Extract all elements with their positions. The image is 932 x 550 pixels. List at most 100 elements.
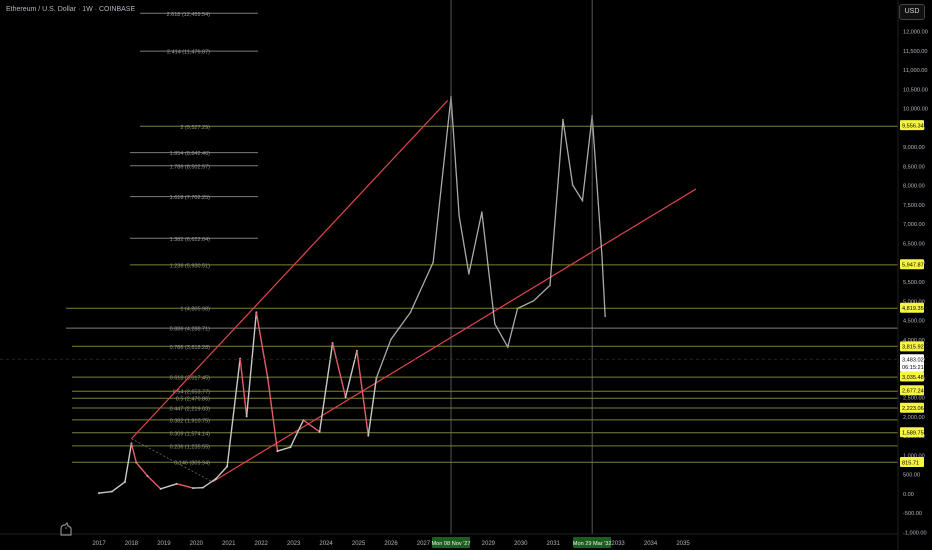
price-tag-bg — [900, 120, 924, 131]
price-tag-bg — [900, 341, 924, 352]
historical-segment — [255, 312, 269, 378]
channel-connector — [131, 438, 213, 483]
projection-point — [516, 307, 519, 310]
fib-level-label: 1 (4,805.98) — [180, 307, 210, 313]
date-label-bg — [432, 537, 471, 548]
price-tag-label: 2,223.06 — [902, 406, 924, 412]
time-axis-tick: 2030 — [514, 541, 528, 547]
price-axis-tick: 2,500.00 — [903, 396, 925, 402]
price-axis-tick: 4,000.00 — [903, 338, 925, 344]
fib-level-label: 0.382 (1,910.75) — [170, 418, 211, 424]
projection-point — [562, 118, 564, 121]
historical-segment — [98, 490, 113, 494]
price-axis-tick: -500.00 — [903, 511, 922, 517]
time-axis-tick: 2019 — [157, 541, 171, 547]
price-tag-label: 1,589.75 — [902, 430, 924, 436]
date-label: Mon 29 Mar '32 — [573, 541, 612, 547]
fib-level-label: 0.54 (2,653.77) — [173, 390, 210, 396]
fib-level-label: 0.236 (1,235.55) — [170, 444, 211, 450]
fib-level-label: 0.886 (4,288.71) — [170, 327, 211, 333]
price-axis-tick: 9,000.00 — [903, 145, 925, 151]
price-axis-tick: 10,000.00 — [903, 107, 928, 113]
historical-segment — [318, 343, 334, 432]
crosshair-lines — [0, 0, 898, 534]
price-axis[interactable]: 12,000.00 11,500.00 11,000.00 10,500.00 10,0… — [897, 0, 928, 550]
price-tag-label: 2,677.24 — [902, 389, 924, 395]
historical-segment — [356, 350, 369, 436]
projection-point — [467, 272, 470, 275]
historical-segment — [344, 350, 358, 398]
time-axis-tick: 2033 — [611, 541, 625, 547]
lower-trendline — [212, 188, 697, 483]
projection-point — [480, 211, 483, 214]
currency-button[interactable]: USD — [899, 4, 925, 20]
projection-line — [375, 96, 606, 379]
price-axis-tick: 12,000.00 — [903, 30, 928, 36]
price-axis-tick: 11,500.00 — [903, 49, 927, 55]
historical-segment — [277, 446, 291, 452]
time-axis-tick: 2025 — [352, 541, 366, 547]
fib-level-label: 0.618 (3,017.45) — [170, 376, 211, 382]
projection-point — [532, 299, 535, 302]
fib-level-label: 1.236 (5,930.51) — [170, 263, 211, 269]
projection-point — [458, 215, 461, 217]
projection-point — [409, 311, 412, 314]
fib-level-label: 1.382 (6,622.04) — [170, 237, 211, 243]
projection-point — [549, 284, 551, 287]
price-axis-tick: 10,500.00 — [903, 87, 928, 93]
projection-point — [581, 199, 584, 202]
historical-segment — [124, 443, 133, 483]
price-series — [98, 95, 607, 495]
price-tag-label: 5,947.87 — [902, 263, 924, 269]
fib-level-label: 0.309 (1,574.14) — [170, 431, 211, 437]
price-tag-label: 4,819.35 — [902, 306, 924, 312]
historical-segment — [111, 481, 126, 493]
fib-level-label: 1.618 (7,702.25) — [170, 195, 211, 201]
price-axis-tick: 5,500.00 — [903, 280, 925, 286]
price-tag-label: 06:15:21 — [902, 365, 924, 371]
projection-point — [390, 338, 392, 341]
upper-trendline — [131, 99, 449, 440]
historical-segment — [267, 377, 279, 452]
price-axis-tick: -1,000.00 — [903, 531, 927, 537]
projection-point — [493, 322, 496, 325]
time-axis-tick: 2021 — [222, 541, 236, 547]
price-axis-tick: 7,500.00 — [903, 203, 925, 209]
price-tag-label: 3,483.02 — [902, 358, 924, 364]
price-tag-bg — [900, 457, 924, 468]
price-axis-tick: 7,000.00 — [903, 222, 925, 228]
price-axis-tick: 0.00 — [903, 492, 914, 498]
time-axis-tick: 2026 — [384, 541, 398, 547]
projection-point — [506, 346, 509, 348]
time-axis-tick: 2024 — [319, 541, 333, 547]
price-tag-bg — [900, 259, 924, 270]
time-axis-tick: 2035 — [676, 541, 690, 547]
price-axis-tick: 11,000.00 — [903, 68, 927, 74]
price-tag-bg — [900, 427, 924, 438]
price-tag-label: 815.71 — [902, 460, 919, 466]
historical-segment — [331, 342, 347, 398]
price-tag-bg — [900, 402, 924, 413]
time-axis-tick: 2031 — [547, 541, 561, 547]
price-axis-tick: 1,000.00 — [903, 453, 925, 459]
historical-segment — [289, 419, 305, 448]
projection-point — [600, 253, 603, 256]
date-label-bg — [573, 537, 612, 548]
projection-point — [375, 376, 378, 379]
symbol-title: Ethereum / U.S. Dollar · 1W · COINBASE — [6, 6, 136, 13]
time-axis-tick: 2027 — [417, 541, 431, 547]
price-tag-bg — [900, 385, 924, 396]
projection-point — [432, 261, 435, 264]
price-tag-label: 3,815.92 — [902, 345, 924, 351]
fib-level-label: 0.786 (3,818.28) — [170, 345, 211, 351]
historical-segment — [302, 419, 321, 433]
historical-segment — [147, 475, 162, 490]
date-label: Mon 08 Nov '27 — [432, 541, 471, 547]
historical-segment — [367, 377, 378, 436]
time-axis[interactable]: 2017 2018 2019 2020 2021 2022 2023 2024 2025 2026… — [0, 533, 898, 548]
price-tag-label: 3,035.48 — [902, 375, 924, 381]
tradingview-logo-icon — [60, 521, 72, 536]
historical-segment — [226, 358, 241, 467]
fib-extension-levels: 2.618 (12,459.54) 2.414 (11,476.87) 2 (9,5… — [66, 12, 898, 467]
